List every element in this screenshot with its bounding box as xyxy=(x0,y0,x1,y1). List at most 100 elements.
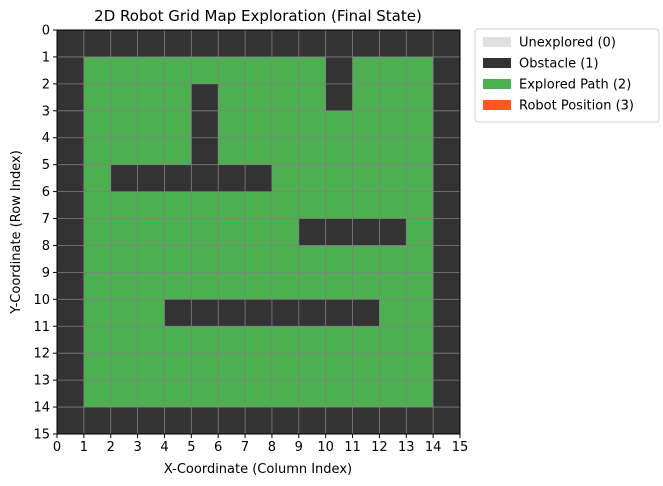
grid-cell xyxy=(83,326,112,354)
grid-cell xyxy=(83,164,112,192)
grid-cell xyxy=(352,245,380,273)
grid-cell xyxy=(83,245,112,273)
grid-cell xyxy=(83,110,112,139)
grid-cell xyxy=(245,56,273,85)
grid-cell xyxy=(191,30,219,58)
grid-cell xyxy=(57,407,85,435)
grid-cell xyxy=(137,380,165,408)
grid-cell xyxy=(110,191,138,219)
grid-cell xyxy=(245,30,273,58)
grid-cell xyxy=(325,191,353,219)
grid-cell xyxy=(406,83,434,112)
grid-cell xyxy=(352,30,380,58)
grid-cell xyxy=(433,299,461,327)
grid-cell xyxy=(191,137,219,166)
y-tick-label: 4 xyxy=(42,131,50,146)
grid-cell xyxy=(325,56,353,85)
grid-cell xyxy=(271,83,300,112)
grid-cell xyxy=(57,164,85,192)
grid-cell xyxy=(110,380,138,408)
grid-cell xyxy=(271,326,300,354)
grid-cell xyxy=(298,353,327,381)
grid-cell xyxy=(433,191,461,219)
x-tick-label: 15 xyxy=(452,440,469,455)
grid-cell xyxy=(298,299,327,327)
grid-cell xyxy=(433,407,461,435)
grid-cell xyxy=(245,407,273,435)
grid-cell xyxy=(433,326,461,354)
grid-cell xyxy=(110,326,138,354)
grid-cell xyxy=(164,110,192,139)
grid-cell xyxy=(110,56,138,85)
grid-cell xyxy=(245,218,273,246)
grid-cell xyxy=(164,245,192,273)
grid-cell xyxy=(218,380,246,408)
grid-cell xyxy=(57,110,85,139)
grid-cell xyxy=(379,407,407,435)
grid-cell xyxy=(57,218,85,246)
grid-cell xyxy=(379,137,407,166)
grid-cell xyxy=(191,83,219,112)
grid-cell xyxy=(406,164,434,192)
grid-cell xyxy=(245,83,273,112)
grid-cell xyxy=(137,299,165,327)
grid-cell xyxy=(379,272,407,300)
grid-cell xyxy=(325,245,353,273)
legend-swatch xyxy=(483,37,511,47)
grid-cell xyxy=(83,137,112,166)
y-tick-label: 3 xyxy=(42,104,50,119)
y-tick-label: 1 xyxy=(42,50,50,65)
grid-cell xyxy=(110,218,138,246)
grid-cell xyxy=(406,30,434,58)
grid-cell xyxy=(325,83,353,112)
grid-cell xyxy=(379,164,407,192)
grid-cell xyxy=(325,164,353,192)
grid-cell xyxy=(245,380,273,408)
grid-cell xyxy=(218,218,246,246)
y-tick-label: 9 xyxy=(42,266,50,281)
grid-cell xyxy=(245,137,273,166)
grid-cell xyxy=(137,245,165,273)
grid-cell xyxy=(352,56,380,85)
y-tick-label: 8 xyxy=(42,239,50,254)
grid-cell xyxy=(271,110,300,139)
x-tick-label: 3 xyxy=(133,440,141,455)
grid-cell xyxy=(137,137,165,166)
grid-cell xyxy=(379,30,407,58)
grid-cell xyxy=(245,110,273,139)
grid-cell xyxy=(245,191,273,219)
grid-cell xyxy=(218,326,246,354)
grid-cell xyxy=(271,191,300,219)
legend-swatch xyxy=(483,58,511,68)
x-axis-label: X-Coordinate (Column Index) xyxy=(164,462,352,477)
y-tick-label: 7 xyxy=(42,212,50,227)
x-tick-label: 12 xyxy=(371,440,388,455)
grid-cell xyxy=(110,353,138,381)
chart-title: 2D Robot Grid Map Exploration (Final Sta… xyxy=(94,7,422,25)
legend-label: Explored Path (2) xyxy=(519,78,631,93)
grid-cell xyxy=(218,110,246,139)
grid-cell xyxy=(83,353,112,381)
grid-cell xyxy=(379,245,407,273)
legend-swatch xyxy=(483,79,511,89)
grid-cell xyxy=(298,407,327,435)
x-tick-label: 5 xyxy=(187,440,195,455)
grid-cell xyxy=(245,245,273,273)
grid-cell xyxy=(271,380,300,408)
legend-swatch xyxy=(483,100,511,110)
grid-cell xyxy=(406,326,434,354)
grid-cell xyxy=(110,407,138,435)
grid-cell xyxy=(298,326,327,354)
grid-cell xyxy=(298,380,327,408)
grid-cell xyxy=(57,137,85,166)
y-tick-label: 6 xyxy=(42,185,50,200)
grid-cell xyxy=(406,245,434,273)
grid-cell xyxy=(191,299,219,327)
x-tick-label: 14 xyxy=(425,440,442,455)
grid-cell xyxy=(298,164,327,192)
grid-cell xyxy=(433,245,461,273)
grid-cell xyxy=(191,245,219,273)
grid-cell xyxy=(164,56,192,85)
grid-cell xyxy=(218,137,246,166)
plot-frame xyxy=(56,29,461,435)
